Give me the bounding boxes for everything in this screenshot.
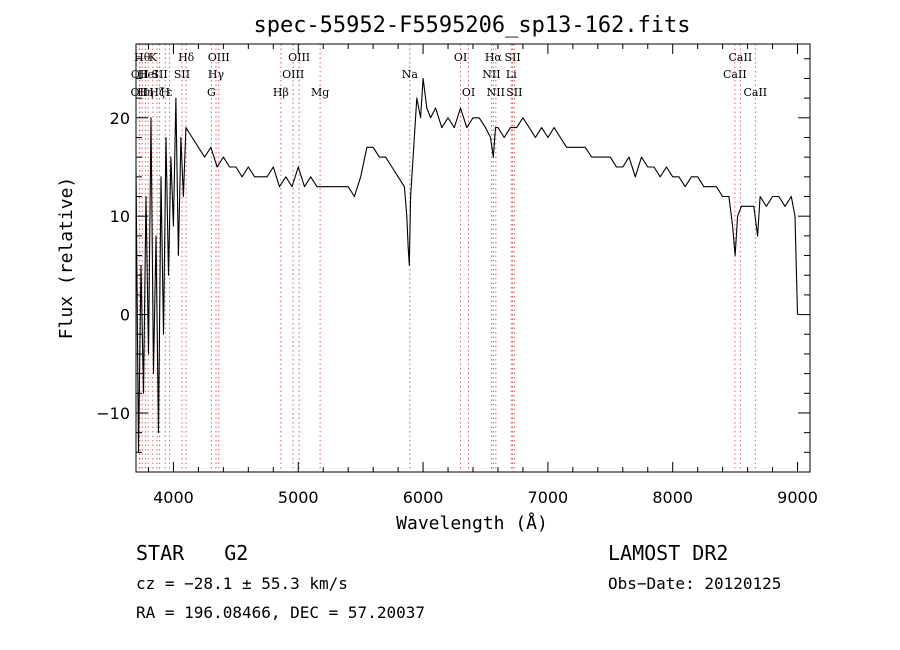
y-axis-ticks: −10 0 10 20 [96,58,810,453]
line-label-ε: ε [167,86,173,99]
spectral-line-markers [138,44,756,472]
line-label-h: H [160,86,170,99]
line-label-hei: HeI [138,68,158,81]
line-label-caii: CaII [743,86,767,99]
x-axis-ticks: 4000 5000 6000 7000 8000 9000 [147,44,818,507]
y-tick-label: 0 [120,306,130,325]
x-tick-label: 5000 [278,488,319,507]
velocity-text: cz = −28.1 ± 55.3 km/s [136,574,348,593]
line-label-hβ: Hβ [273,86,289,99]
line-label-oi: OI [454,51,467,64]
line-label-sii: SII [151,68,167,81]
coordinates-text: RA = 196.08466, DEC = 57.20037 [136,603,425,622]
x-tick-label: 8000 [652,488,693,507]
y-axis-label: Flux (relative) [56,177,77,340]
line-label-hα: Hα [485,51,503,64]
obs-date-text: Obs−Date: 20120125 [608,574,782,593]
line-label-nii: NII [482,68,500,81]
line-label-oiii: OIII [282,68,304,81]
x-axis-label: Wavelength (Å) [396,512,548,534]
line-label-oiii: OIII [288,51,310,64]
line-label-caii: CaII [729,51,753,64]
x-tick-label: 4000 [153,488,194,507]
line-label-li: Li [506,68,517,81]
line-label-hη: Hη [137,86,153,99]
line-label-hδ: Hδ [178,51,195,64]
object-type-text: STAR [136,541,185,565]
line-label-sii: SII [174,68,190,81]
line-label-mg: Mg [311,86,329,99]
line-label-oiii: OIII [208,51,230,64]
line-label-na: Na [402,68,419,81]
line-label-caii: CaII [723,68,747,81]
line-label-sii: SII [504,51,520,64]
line-label-g: G [207,86,216,99]
plot-frame [135,43,811,473]
spectral-line-labels: OIIOIIHθHηHeIKHζSIIHεSIIHδGHγOIIIHβOIIIO… [131,51,768,99]
object-type: STAR G2 [136,541,248,565]
line-label-oii: OII [131,86,149,99]
x-tick-label: 6000 [403,488,444,507]
line-label-nii: NII [487,86,505,99]
x-tick-label: 9000 [777,488,818,507]
line-label-sii: SII [506,86,522,99]
line-label-oii: OII [131,68,149,81]
subclass-text: G2 [224,541,249,565]
line-label-k: K [149,51,158,64]
y-tick-label: 20 [110,109,130,128]
line-label-hθ: Hθ [134,51,151,64]
survey-name: LAMOST DR2 [608,541,729,565]
y-tick-label: 10 [110,207,130,226]
line-label-oi: OI [462,86,475,99]
spectrum-line [135,77,799,453]
line-label-hζ: Hζ [149,86,165,99]
y-tick-label: −10 [96,404,130,423]
chart-title: spec-55952-F5595206_sp13-162.fits [253,13,690,38]
line-label-hγ: Hγ [208,68,225,81]
x-tick-label: 7000 [528,488,569,507]
